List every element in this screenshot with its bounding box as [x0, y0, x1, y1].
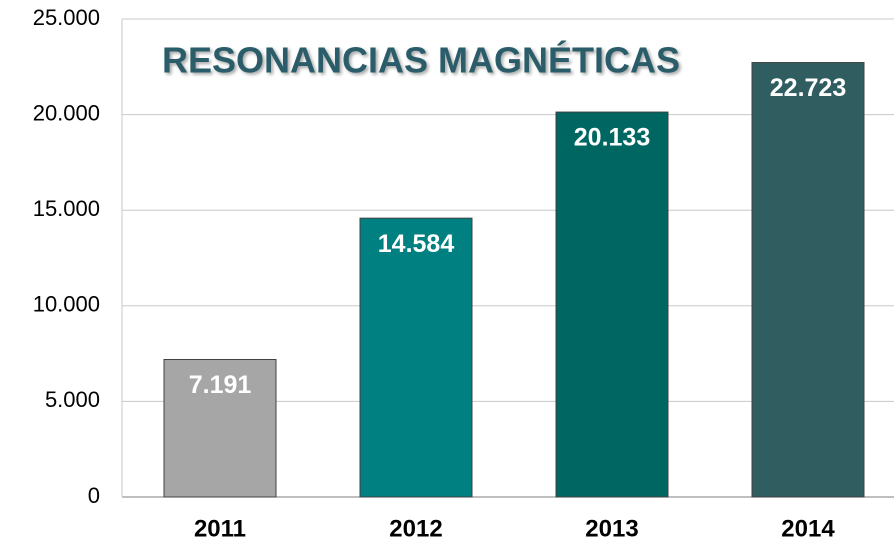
- value-label: 22.723: [770, 74, 846, 102]
- value-label: 14.584: [378, 230, 455, 258]
- chart-title: RESONANCIAS MAGNÉTICAS: [162, 40, 680, 81]
- bar: [163, 359, 277, 498]
- bars: [163, 62, 865, 498]
- bar: [359, 217, 473, 498]
- x-tick-label: 2013: [585, 515, 638, 542]
- y-tick-label: 5.000: [45, 387, 100, 412]
- bar: [555, 111, 669, 498]
- value-label: 7.191: [189, 371, 252, 399]
- x-tick-label: 2011: [194, 515, 246, 542]
- y-tick-label: 20.000: [33, 100, 100, 125]
- y-tick-label: 0: [88, 483, 100, 508]
- y-tick-label: 10.000: [33, 292, 100, 317]
- y-tick-label: 25.000: [33, 5, 100, 30]
- bar: [751, 62, 865, 498]
- value-label: 20.133: [574, 124, 650, 152]
- x-tick-label: 2012: [389, 515, 442, 542]
- x-tick-label: 2014: [781, 515, 835, 542]
- y-tick-label: 15.000: [33, 196, 100, 221]
